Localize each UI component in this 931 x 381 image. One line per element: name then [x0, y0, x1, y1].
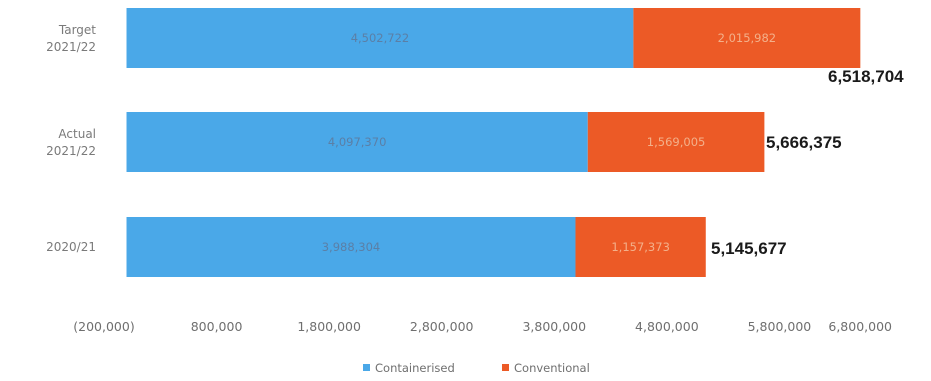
- bar-conventional: [575, 217, 706, 277]
- x-tick-label: 6,800,000: [828, 319, 892, 334]
- category-label: 2021/22: [46, 144, 96, 158]
- category-label: 2020/21: [46, 240, 96, 254]
- legend-label: Containerised: [375, 361, 455, 375]
- x-tick-label: 3,800,000: [522, 319, 586, 334]
- category-label: Actual: [58, 127, 96, 141]
- x-tick-label: 4,800,000: [635, 319, 699, 334]
- total-label: 5,666,375: [766, 133, 842, 152]
- segment-data-label: 2,015,982: [718, 31, 777, 45]
- total-label: 6,518,704: [828, 67, 904, 86]
- category-label: 2021/22: [46, 40, 96, 54]
- x-tick-label: 800,000: [191, 319, 243, 334]
- bar-containerised: [126, 112, 588, 172]
- segment-data-label: 3,988,304: [322, 240, 381, 254]
- bar-containerised: [126, 217, 576, 277]
- segment-data-label: 4,097,370: [328, 135, 387, 149]
- legend-swatch: [363, 364, 370, 371]
- bar-containerised: [126, 8, 634, 68]
- bar-conventional: [633, 8, 861, 68]
- legend-swatch: [502, 364, 509, 371]
- x-tick-label: 1,800,000: [297, 319, 361, 334]
- segment-data-label: 4,502,722: [351, 31, 410, 45]
- x-tick-label: 2,800,000: [410, 319, 474, 334]
- category-label: Target: [58, 23, 96, 37]
- bar-conventional: [587, 112, 765, 172]
- segment-data-label: 1,157,373: [611, 240, 670, 254]
- legend-label: Conventional: [514, 361, 590, 375]
- segment-data-label: 1,569,005: [647, 135, 706, 149]
- x-tick-label: (200,000): [73, 319, 134, 334]
- total-label: 5,145,677: [711, 239, 787, 258]
- x-tick-label: 5,800,000: [748, 319, 812, 334]
